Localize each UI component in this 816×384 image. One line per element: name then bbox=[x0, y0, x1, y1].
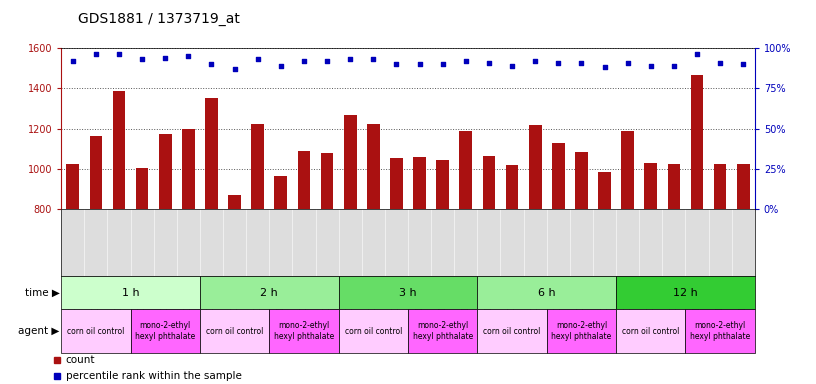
Point bbox=[297, 58, 310, 64]
Point bbox=[459, 58, 472, 64]
Point bbox=[158, 55, 171, 61]
Bar bbox=[459, 131, 472, 209]
Point bbox=[135, 56, 149, 62]
Bar bbox=[113, 91, 126, 209]
Point bbox=[251, 56, 264, 62]
Bar bbox=[477, 276, 616, 309]
Text: time ▶: time ▶ bbox=[24, 288, 60, 298]
Bar bbox=[159, 134, 171, 209]
Bar bbox=[90, 136, 102, 209]
Text: mono-2-ethyl
hexyl phthalate: mono-2-ethyl hexyl phthalate bbox=[552, 321, 611, 341]
Point bbox=[66, 58, 79, 64]
Bar bbox=[228, 195, 241, 209]
Bar bbox=[714, 164, 726, 209]
Point bbox=[574, 60, 588, 66]
Bar bbox=[685, 309, 755, 353]
Point bbox=[621, 60, 634, 66]
Point bbox=[436, 61, 449, 67]
Bar bbox=[200, 309, 269, 353]
Point bbox=[228, 66, 241, 72]
Bar bbox=[598, 172, 611, 209]
Point bbox=[321, 58, 334, 64]
Point bbox=[690, 51, 703, 58]
Point bbox=[552, 60, 565, 66]
Bar bbox=[61, 309, 131, 353]
Bar bbox=[321, 153, 334, 209]
Point bbox=[182, 53, 195, 59]
Text: 3 h: 3 h bbox=[399, 288, 417, 298]
Bar bbox=[477, 309, 547, 353]
Text: corn oil control: corn oil control bbox=[622, 327, 680, 336]
Point bbox=[390, 61, 403, 67]
Bar bbox=[552, 143, 565, 209]
Bar bbox=[616, 309, 685, 353]
Bar bbox=[506, 165, 518, 209]
Point bbox=[274, 63, 287, 69]
Bar bbox=[547, 309, 616, 353]
Point bbox=[89, 51, 102, 58]
Bar bbox=[200, 276, 339, 309]
Text: mono-2-ethyl
hexyl phthalate: mono-2-ethyl hexyl phthalate bbox=[413, 321, 472, 341]
Point bbox=[205, 61, 218, 67]
Bar bbox=[344, 114, 357, 209]
Point bbox=[113, 51, 126, 58]
Text: agent ▶: agent ▶ bbox=[18, 326, 60, 336]
Point bbox=[713, 60, 726, 66]
Text: corn oil control: corn oil control bbox=[344, 327, 402, 336]
Bar bbox=[298, 151, 310, 209]
Text: 2 h: 2 h bbox=[260, 288, 278, 298]
Point bbox=[482, 60, 495, 66]
Bar bbox=[61, 276, 200, 309]
Text: 1 h: 1 h bbox=[122, 288, 140, 298]
Text: mono-2-ethyl
hexyl phthalate: mono-2-ethyl hexyl phthalate bbox=[274, 321, 334, 341]
Bar bbox=[667, 164, 681, 209]
Bar bbox=[690, 75, 703, 209]
Point bbox=[505, 63, 518, 69]
Bar bbox=[367, 124, 379, 209]
Bar bbox=[529, 124, 542, 209]
Bar bbox=[645, 163, 657, 209]
Bar bbox=[339, 276, 477, 309]
Point bbox=[344, 56, 357, 62]
Point bbox=[644, 63, 657, 69]
Bar bbox=[131, 309, 200, 353]
Point bbox=[366, 56, 379, 62]
Text: percentile rank within the sample: percentile rank within the sample bbox=[65, 371, 242, 381]
Bar bbox=[251, 124, 264, 209]
Point bbox=[529, 58, 542, 64]
Bar bbox=[482, 156, 495, 209]
Bar bbox=[616, 276, 755, 309]
Bar bbox=[205, 98, 218, 209]
Bar bbox=[408, 309, 477, 353]
Point bbox=[737, 61, 750, 67]
Bar bbox=[621, 131, 634, 209]
Bar bbox=[182, 129, 195, 209]
Bar bbox=[274, 176, 287, 209]
Bar bbox=[390, 158, 403, 209]
Text: corn oil control: corn oil control bbox=[206, 327, 264, 336]
Point bbox=[413, 61, 426, 67]
Bar bbox=[135, 168, 149, 209]
Point bbox=[667, 63, 681, 69]
Bar bbox=[575, 152, 588, 209]
Bar bbox=[66, 164, 79, 209]
Text: 6 h: 6 h bbox=[538, 288, 556, 298]
Text: mono-2-ethyl
hexyl phthalate: mono-2-ethyl hexyl phthalate bbox=[135, 321, 195, 341]
Text: count: count bbox=[65, 356, 95, 366]
Text: mono-2-ethyl
hexyl phthalate: mono-2-ethyl hexyl phthalate bbox=[690, 321, 750, 341]
Bar bbox=[413, 157, 426, 209]
Bar bbox=[437, 160, 449, 209]
Point bbox=[598, 64, 611, 70]
Text: corn oil control: corn oil control bbox=[483, 327, 541, 336]
Bar bbox=[737, 164, 750, 209]
Text: corn oil control: corn oil control bbox=[67, 327, 125, 336]
Text: GDS1881 / 1373719_at: GDS1881 / 1373719_at bbox=[78, 12, 239, 25]
Bar bbox=[339, 309, 408, 353]
Bar bbox=[269, 309, 339, 353]
Text: 12 h: 12 h bbox=[673, 288, 698, 298]
